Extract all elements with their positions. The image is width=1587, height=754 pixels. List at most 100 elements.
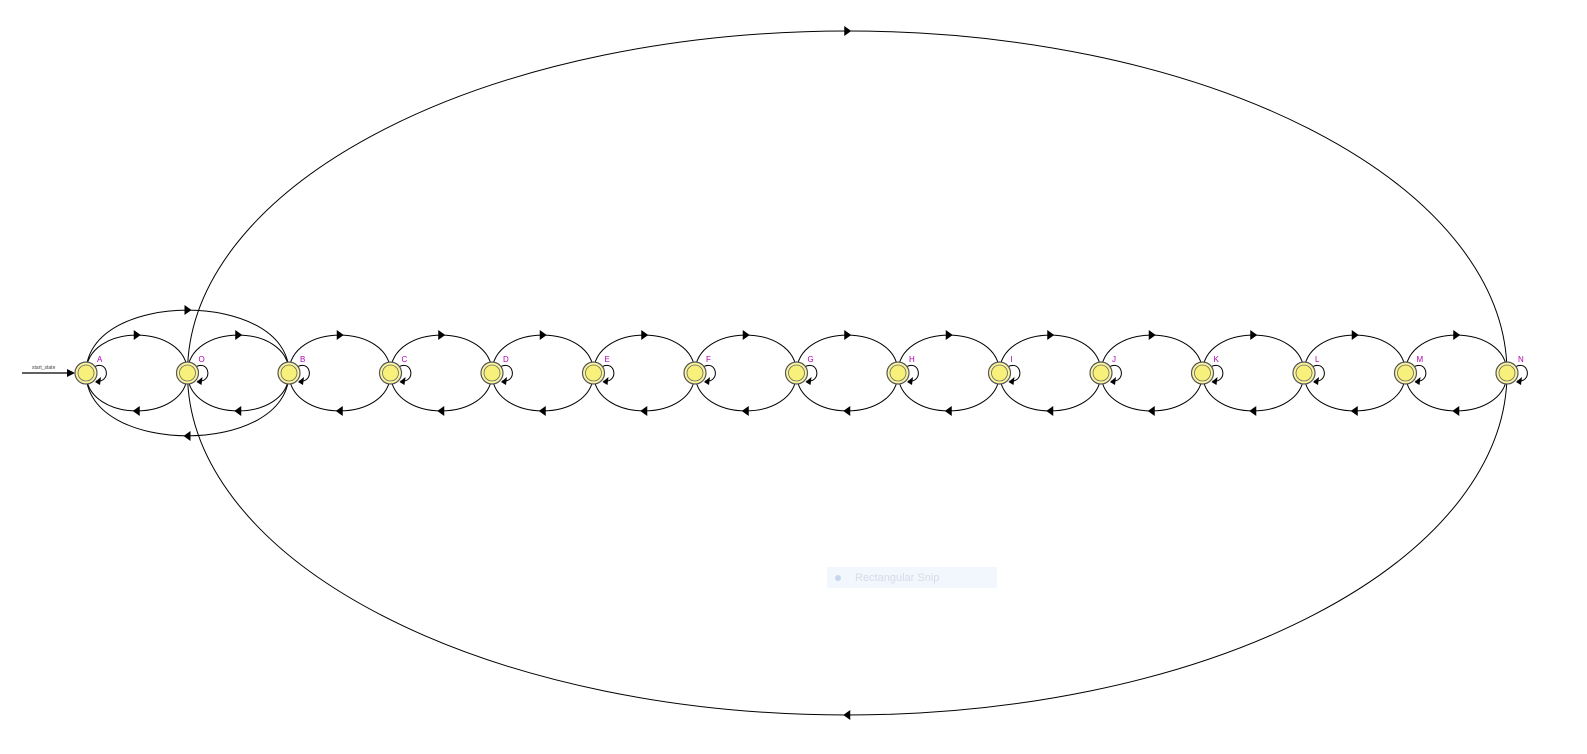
- transition-O-B-arrow: [235, 330, 243, 340]
- state-J[interactable]: J: [1089, 355, 1122, 385]
- self-loop-arrow-G: [805, 377, 812, 385]
- self-loop-arrow-I: [1008, 377, 1015, 385]
- transition-O-N: [187, 30, 1508, 374]
- transition-M-N-arrow: [1453, 330, 1461, 340]
- transition-H-G: [796, 372, 899, 412]
- state-D[interactable]: D: [480, 355, 513, 385]
- transition-L-K: [1202, 372, 1305, 412]
- state-inner-circle-F: [686, 364, 704, 382]
- state-C[interactable]: C: [378, 355, 412, 385]
- self-loop-arrow-E: [602, 377, 609, 385]
- transition-H-G-arrow: [843, 406, 851, 416]
- transition-N-M-arrow: [1452, 406, 1460, 416]
- self-loop-arrow-A: [95, 377, 101, 385]
- transition-F-G-arrow: [742, 330, 750, 340]
- transition-K-J-arrow: [1147, 406, 1155, 416]
- state-label-E: E: [605, 355, 610, 364]
- transition-J-I-arrow: [1046, 406, 1054, 416]
- self-loop-arrow-B: [298, 377, 304, 385]
- self-loop-arrow-D: [501, 377, 507, 385]
- state-inner-circle-I: [991, 364, 1008, 382]
- transition-N-O: [187, 372, 1508, 716]
- transition-A-B-arrow: [184, 305, 192, 315]
- transition-J-K-arrow: [1148, 330, 1156, 340]
- state-inner-circle-D: [483, 364, 501, 382]
- transition-B-A-arrow: [183, 431, 191, 441]
- state-I[interactable]: I: [987, 355, 1021, 385]
- state-G[interactable]: G: [784, 355, 818, 385]
- transition-H-I-arrow: [945, 330, 953, 340]
- state-label-I: I: [1011, 355, 1013, 364]
- state-H[interactable]: H: [886, 355, 919, 385]
- state-label-B: B: [300, 355, 305, 364]
- start-arrow-head: [67, 369, 75, 377]
- transition-I-H: [897, 372, 1000, 412]
- state-label-A: A: [97, 355, 103, 364]
- transition-B-O-arrow: [234, 406, 242, 416]
- state-K[interactable]: K: [1190, 355, 1224, 385]
- state-inner-circle-J: [1092, 364, 1110, 382]
- state-inner-circle-G: [788, 364, 805, 382]
- self-loop-arrow-N: [1516, 377, 1522, 385]
- state-M[interactable]: M: [1393, 355, 1427, 385]
- state-inner-circle-H: [889, 364, 907, 382]
- state-E[interactable]: E: [581, 355, 615, 385]
- state-inner-circle-A: [77, 364, 95, 382]
- transition-E-F-arrow: [641, 330, 649, 340]
- transition-K-J: [1100, 372, 1203, 412]
- transition-G-H-arrow: [844, 330, 852, 340]
- transition-I-J: [999, 334, 1102, 374]
- state-O[interactable]: O: [175, 355, 209, 385]
- state-inner-circle-L: [1295, 364, 1313, 382]
- rectangular-snip-tooltip: Rectangular Snip: [827, 567, 997, 588]
- state-label-N: N: [1518, 355, 1524, 364]
- state-inner-circle-O: [179, 364, 196, 382]
- start-state-label: start_state: [32, 365, 56, 371]
- transition-I-H-arrow: [944, 406, 952, 416]
- transition-G-F: [694, 372, 797, 412]
- transition-C-D-arrow: [438, 330, 446, 340]
- transition-F-E-arrow: [640, 406, 648, 416]
- self-loop-arrow-C: [399, 377, 406, 385]
- transition-O-N-arrow: [844, 26, 852, 36]
- state-label-C: C: [402, 355, 408, 364]
- state-A[interactable]: A: [74, 355, 107, 385]
- state-label-K: K: [1214, 355, 1220, 364]
- transition-N-M: [1405, 372, 1508, 412]
- transition-D-E-arrow: [539, 330, 547, 340]
- transition-E-D-arrow: [538, 406, 546, 416]
- transition-N-O-arrow: [843, 710, 851, 720]
- state-F[interactable]: F: [683, 355, 716, 385]
- transition-J-I: [999, 372, 1102, 412]
- transition-E-D: [491, 372, 594, 412]
- transition-M-L-arrow: [1350, 406, 1358, 416]
- state-inner-circle-E: [585, 364, 602, 382]
- state-N[interactable]: N: [1495, 355, 1528, 385]
- self-loop-arrow-J: [1110, 377, 1116, 385]
- self-loop-arrow-L: [1313, 377, 1319, 385]
- state-label-M: M: [1417, 355, 1424, 364]
- state-label-L: L: [1315, 355, 1320, 364]
- state-L[interactable]: L: [1292, 355, 1325, 385]
- self-loop-arrow-H: [907, 377, 913, 385]
- transition-F-E: [593, 372, 696, 412]
- transition-D-C: [390, 372, 493, 412]
- state-B[interactable]: B: [277, 355, 310, 385]
- state-label-G: G: [808, 355, 814, 364]
- transition-L-M-arrow: [1351, 330, 1359, 340]
- transition-O-A-arrow: [132, 406, 140, 416]
- state-inner-circle-K: [1194, 364, 1211, 382]
- self-loop-arrow-O: [196, 377, 203, 385]
- snip-label: Rectangular Snip: [855, 571, 940, 584]
- transition-M-L: [1303, 372, 1406, 412]
- state-label-O: O: [199, 355, 205, 364]
- transition-A-O-arrow: [133, 330, 141, 340]
- self-loop-arrow-F: [704, 377, 710, 385]
- state-inner-circle-N: [1498, 364, 1516, 382]
- transition-J-K: [1100, 334, 1203, 374]
- transition-G-F-arrow: [741, 406, 749, 416]
- snip-icon: [835, 574, 841, 581]
- transition-I-J-arrow: [1047, 330, 1055, 340]
